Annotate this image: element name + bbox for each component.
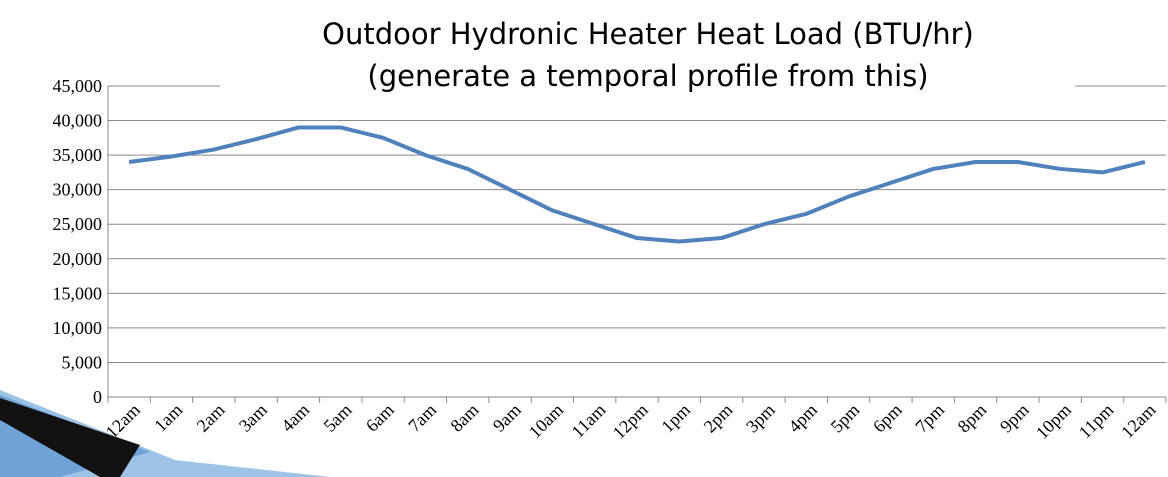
y-tick-label: 45,000: [53, 76, 103, 96]
x-tick-label: 4pm: [784, 400, 821, 437]
chart-subtitle: (generate a temporal profile from this): [367, 59, 928, 93]
x-tick-label: 4am: [277, 400, 313, 436]
x-tick-label: 1am: [150, 400, 186, 436]
x-tick-label: 10am: [525, 400, 567, 442]
data-line: [128, 125, 1146, 244]
y-tick-label: 15,000: [53, 283, 103, 303]
x-tick-label: 3am: [235, 400, 271, 436]
y-tick-label: 5,000: [62, 352, 103, 372]
x-tick-label: 6am: [362, 400, 398, 436]
x-tick-label: 5pm: [827, 400, 864, 437]
y-tick-label: 40,000: [53, 111, 103, 131]
plot-area: 0 5,000 10,000 15,000 20,000 25,000 30,000 35,0…: [53, 76, 1167, 443]
x-tick-label: 3pm: [742, 400, 779, 437]
x-tick-label: 9am: [489, 400, 525, 436]
x-tick-label: 10pm: [1032, 400, 1075, 443]
x-tick-label: 11pm: [1075, 400, 1118, 443]
x-tick-label: 8pm: [954, 400, 991, 437]
y-tick-label: 20,000: [53, 249, 103, 269]
y-tick-label: 10,000: [53, 318, 103, 338]
x-tick-label: 7am: [404, 400, 440, 436]
x-tick-label: 2pm: [700, 400, 737, 437]
title-backdrop: [220, 8, 1075, 106]
x-tick-label: 11am: [568, 400, 610, 442]
x-tick-label: 8am: [446, 400, 482, 436]
chart-title: Outdoor Hydronic Heater Heat Load (BTU/h…: [322, 17, 974, 51]
x-tick-label: 7pm: [911, 400, 948, 437]
x-tick-label: 5am: [320, 400, 356, 436]
x-tick-label: 6pm: [869, 400, 906, 437]
x-tick-label: 1pm: [657, 400, 694, 437]
y-tick-label: 30,000: [53, 180, 103, 200]
y-tick-label: 25,000: [53, 214, 103, 234]
x-tick-label: 12am: [1117, 400, 1159, 442]
decor-stripe: [0, 398, 140, 477]
x-tick-label: 2am: [193, 400, 229, 436]
x-tick-label: 9pm: [996, 400, 1033, 437]
y-tick-label: 0: [93, 387, 102, 407]
x-tick-label: 12pm: [609, 400, 652, 443]
y-tick-label: 35,000: [53, 145, 103, 165]
